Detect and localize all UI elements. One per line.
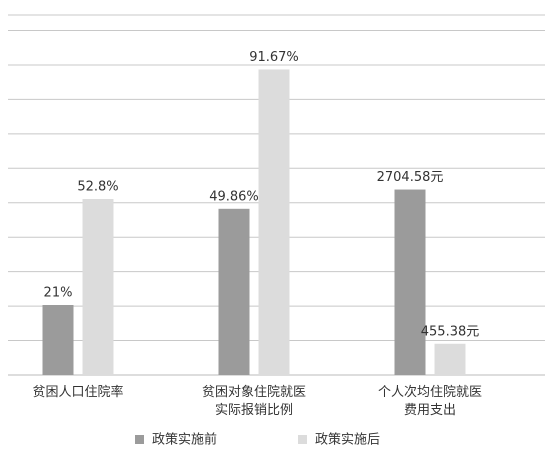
data-label: 21% <box>44 286 73 301</box>
bar <box>82 199 114 375</box>
legend-swatch <box>298 435 307 444</box>
data-label: 49.86% <box>209 189 259 204</box>
data-label: 91.67% <box>249 50 299 65</box>
legend-label: 政策实施后 <box>315 432 380 448</box>
bar <box>434 343 466 375</box>
data-label: 455.38元 <box>421 324 480 339</box>
data-label: 52.8% <box>77 180 118 195</box>
bar <box>42 305 74 375</box>
bar <box>258 69 290 375</box>
legend-label: 政策实施前 <box>152 432 217 448</box>
x-tick-label: 个人次均住院就医费用支出 <box>378 384 482 418</box>
bar <box>394 189 426 375</box>
data-label: 2704.58元 <box>377 170 444 185</box>
x-tick-label: 贫困对象住院就医实际报销比例 <box>202 384 306 418</box>
legend-swatch <box>135 435 144 444</box>
bar <box>218 208 250 375</box>
x-tick-label: 贫困人口住院率 <box>32 384 123 400</box>
